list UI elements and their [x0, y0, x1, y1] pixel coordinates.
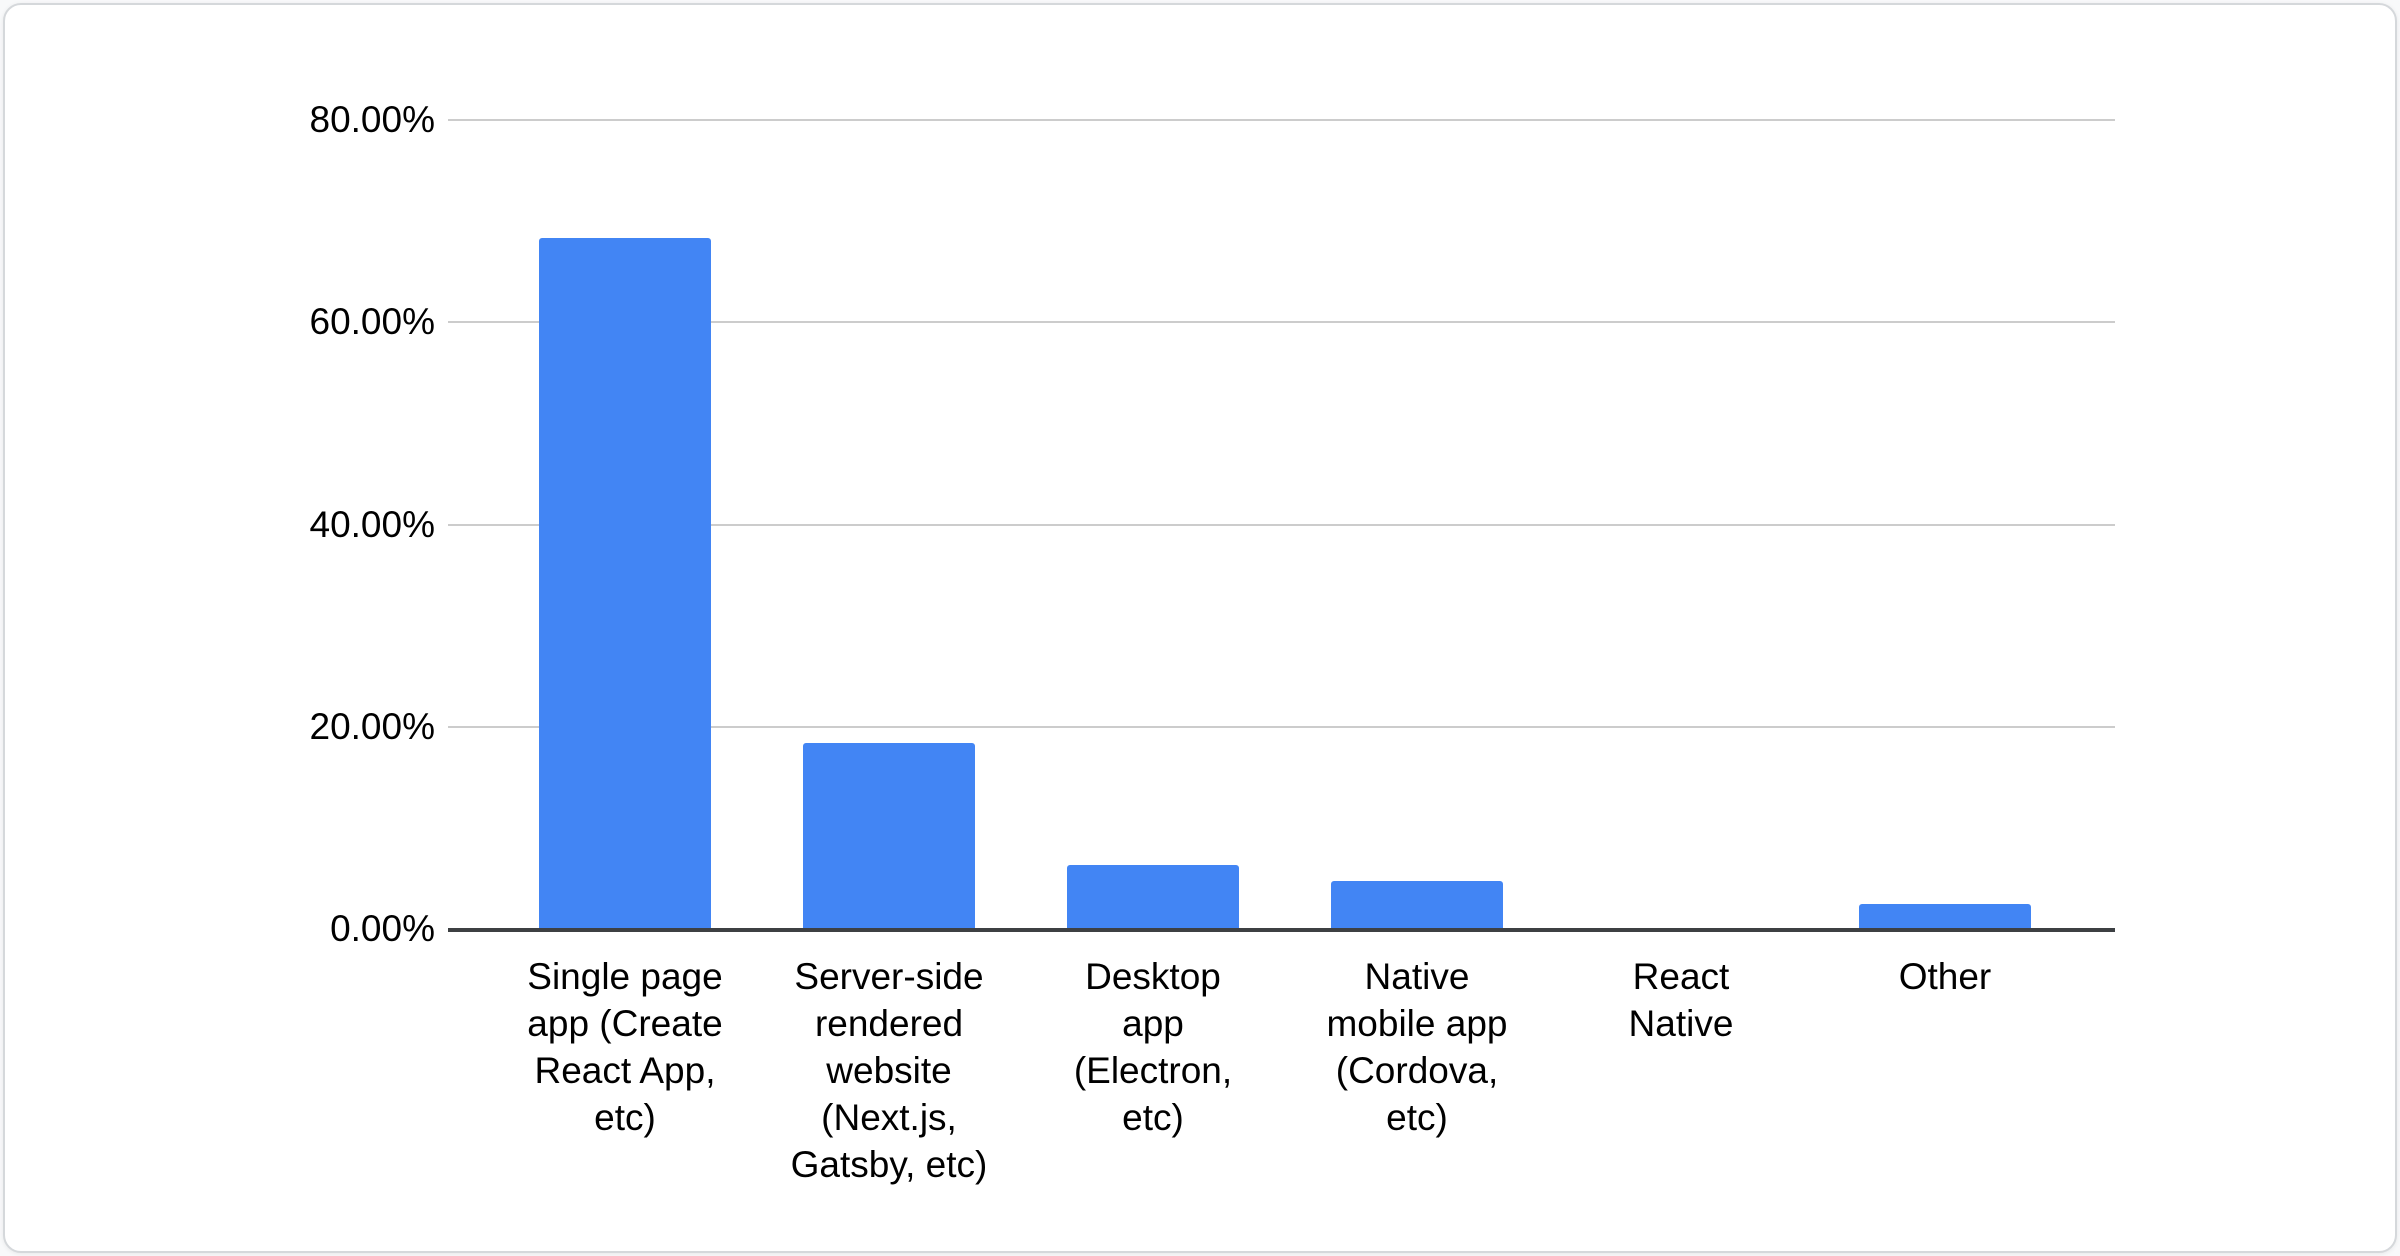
gridline: [448, 523, 2115, 526]
bar-slot: [1813, 120, 2077, 929]
bar-slot: [1285, 120, 1549, 929]
bar-6[interactable]: [1859, 903, 2031, 929]
bar-2[interactable]: [803, 742, 975, 929]
x-axis-category-label: Desktop app (Electron, etc): [1073, 956, 1233, 1138]
y-axis-tick-label: 40.00%: [309, 503, 436, 545]
bar-group: [493, 120, 2077, 929]
x-axis-category-label: React Native: [1628, 956, 1734, 1044]
gridline: [448, 119, 2115, 121]
bar-1[interactable]: [539, 238, 711, 929]
y-axis-tick-label: 0.00%: [330, 908, 435, 949]
x-axis-line: [448, 928, 2115, 932]
y-axis-tick-label: 20.00%: [309, 705, 436, 747]
y-axis-tick-label: 80.00%: [309, 99, 436, 140]
y-axis-tick-label: 60.00%: [309, 301, 436, 343]
bar-slot: [493, 120, 757, 929]
x-axis-category-label: Single page app (Create React App, etc): [527, 956, 723, 1138]
x-axis-category-label: Server-side rendered website (Next.js, G…: [790, 956, 988, 1185]
x-axis-category-label: Other: [1898, 956, 1992, 997]
bar-slot: [1021, 120, 1285, 929]
chart-card: 80.00% 60.00% 40.00% 20.00% 0.00% Single pag…: [3, 3, 2397, 1253]
bar-4[interactable]: [1331, 881, 1503, 929]
bar-slot: [1549, 120, 1813, 929]
plot-area: [448, 119, 2115, 932]
gridline: [448, 725, 2115, 728]
gridline: [448, 321, 2115, 324]
bar-slot: [757, 120, 1021, 929]
bar-chart: 80.00% 60.00% 40.00% 20.00% 0.00% Single pag…: [5, 5, 2395, 1251]
x-axis-category-label: Native mobile app (Cordova, etc): [1326, 956, 1508, 1138]
x-axis-labels: Single page app (Create React App, etc) S…: [493, 953, 2077, 1188]
bar-3[interactable]: [1067, 865, 1239, 929]
